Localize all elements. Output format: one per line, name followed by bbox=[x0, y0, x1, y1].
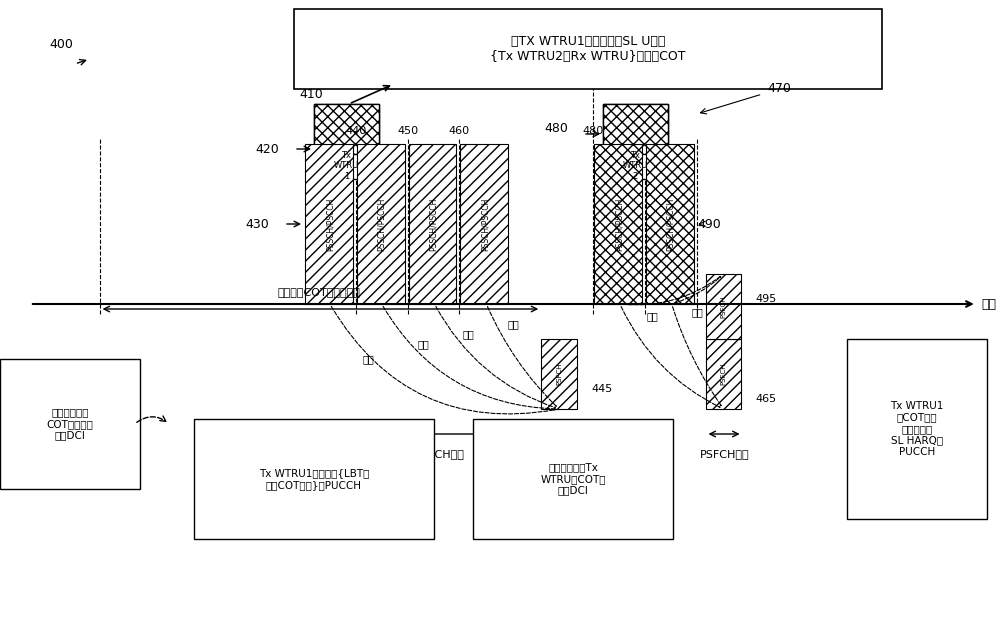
Bar bbox=[646, 144, 694, 304]
Text: PSSCH/PSCCH时隙: PSSCH/PSCCH时隙 bbox=[373, 449, 465, 459]
Text: 关联: 关联 bbox=[463, 329, 474, 339]
Text: 关联: 关联 bbox=[418, 339, 429, 349]
Bar bbox=[305, 144, 353, 304]
Text: PSSCH/PSCCH: PSSCH/PSCCH bbox=[481, 197, 490, 250]
Text: 指示用于发起
COT的时间窗
口的DCI: 指示用于发起 COT的时间窗 口的DCI bbox=[46, 408, 93, 441]
FancyBboxPatch shape bbox=[194, 419, 434, 539]
Text: PSFCH: PSFCH bbox=[721, 295, 727, 318]
Text: 430: 430 bbox=[245, 217, 269, 231]
Text: 480: 480 bbox=[582, 126, 604, 136]
Text: 420: 420 bbox=[255, 143, 279, 155]
FancyBboxPatch shape bbox=[473, 419, 673, 539]
FancyBboxPatch shape bbox=[0, 359, 140, 489]
Bar bbox=[314, 104, 379, 154]
Text: 470: 470 bbox=[767, 82, 791, 96]
Text: 490: 490 bbox=[698, 217, 721, 231]
FancyArrowPatch shape bbox=[331, 306, 555, 414]
Text: PSSCH/PSCCH: PSSCH/PSCCH bbox=[429, 197, 438, 250]
Text: 关联: 关联 bbox=[647, 311, 659, 321]
Bar bbox=[603, 104, 668, 179]
Text: PSFCH: PSFCH bbox=[721, 363, 727, 385]
Text: PSSCH/PSCCH: PSSCH/PSCCH bbox=[666, 197, 675, 250]
Text: 410: 410 bbox=[299, 87, 323, 101]
Bar bbox=[594, 144, 642, 304]
Text: PSFCH时隙: PSFCH时隙 bbox=[535, 449, 585, 459]
Text: 400: 400 bbox=[50, 37, 74, 51]
Bar bbox=[314, 104, 379, 179]
Text: PSSCH/PSCCH: PSSCH/PSCCH bbox=[377, 197, 386, 250]
Text: Tx
WTRU
2: Tx WTRU 2 bbox=[623, 151, 648, 181]
Text: PSFCH时隙: PSFCH时隙 bbox=[700, 449, 749, 459]
Bar bbox=[357, 144, 405, 304]
Text: 关联: 关联 bbox=[692, 307, 704, 317]
FancyBboxPatch shape bbox=[847, 339, 987, 519]
Text: 480: 480 bbox=[544, 122, 568, 136]
Bar bbox=[460, 144, 508, 304]
Bar bbox=[706, 274, 741, 339]
Text: 关联: 关联 bbox=[507, 319, 519, 329]
FancyArrowPatch shape bbox=[623, 276, 720, 305]
Bar bbox=[603, 104, 668, 154]
FancyArrowPatch shape bbox=[487, 307, 556, 406]
Text: 由TX WTRU1发起并且在SL U中与
{Tx WTRU2和Rx WTRU}共享的COT: 由TX WTRU1发起并且在SL U中与 {Tx WTRU2和Rx WTRU}共… bbox=[490, 35, 686, 63]
FancyArrowPatch shape bbox=[674, 276, 721, 303]
Text: Tx
WTRU
1: Tx WTRU 1 bbox=[334, 151, 359, 181]
Text: 指示用于其他Tx
WTRU的COT结
构的DCI: 指示用于其他Tx WTRU的COT结 构的DCI bbox=[540, 462, 606, 496]
FancyArrowPatch shape bbox=[383, 306, 555, 409]
Text: 450: 450 bbox=[397, 126, 418, 136]
Text: 时间: 时间 bbox=[982, 297, 997, 311]
Text: PSFCH: PSFCH bbox=[556, 363, 562, 385]
Text: PSSCH/PSCCH: PSSCH/PSCCH bbox=[614, 197, 623, 250]
FancyBboxPatch shape bbox=[294, 9, 882, 89]
Bar bbox=[541, 339, 577, 409]
Text: 关联: 关联 bbox=[363, 354, 375, 364]
Bar bbox=[409, 144, 456, 304]
Bar bbox=[706, 339, 741, 409]
Text: PSSCH/PSCCH: PSSCH/PSCCH bbox=[325, 197, 334, 250]
FancyArrowPatch shape bbox=[436, 306, 555, 408]
Text: Tx WTRU1
在COT内发
送包括所有
SL HARQ的
PUCCH: Tx WTRU1 在COT内发 送包括所有 SL HARQ的 PUCCH bbox=[890, 401, 944, 457]
Text: 465: 465 bbox=[755, 394, 777, 404]
Text: 用于启动COT的时间窗口: 用于启动COT的时间窗口 bbox=[277, 287, 360, 297]
Text: 440: 440 bbox=[345, 126, 366, 136]
FancyArrowPatch shape bbox=[621, 306, 720, 407]
FancyArrowPatch shape bbox=[673, 307, 721, 406]
Text: 460: 460 bbox=[449, 126, 470, 136]
Text: Tx WTRU1发送指示{LBT成
功和COT结构}的PUCCH: Tx WTRU1发送指示{LBT成 功和COT结构}的PUCCH bbox=[259, 468, 369, 490]
Text: 495: 495 bbox=[755, 294, 777, 304]
Text: 445: 445 bbox=[591, 384, 612, 394]
